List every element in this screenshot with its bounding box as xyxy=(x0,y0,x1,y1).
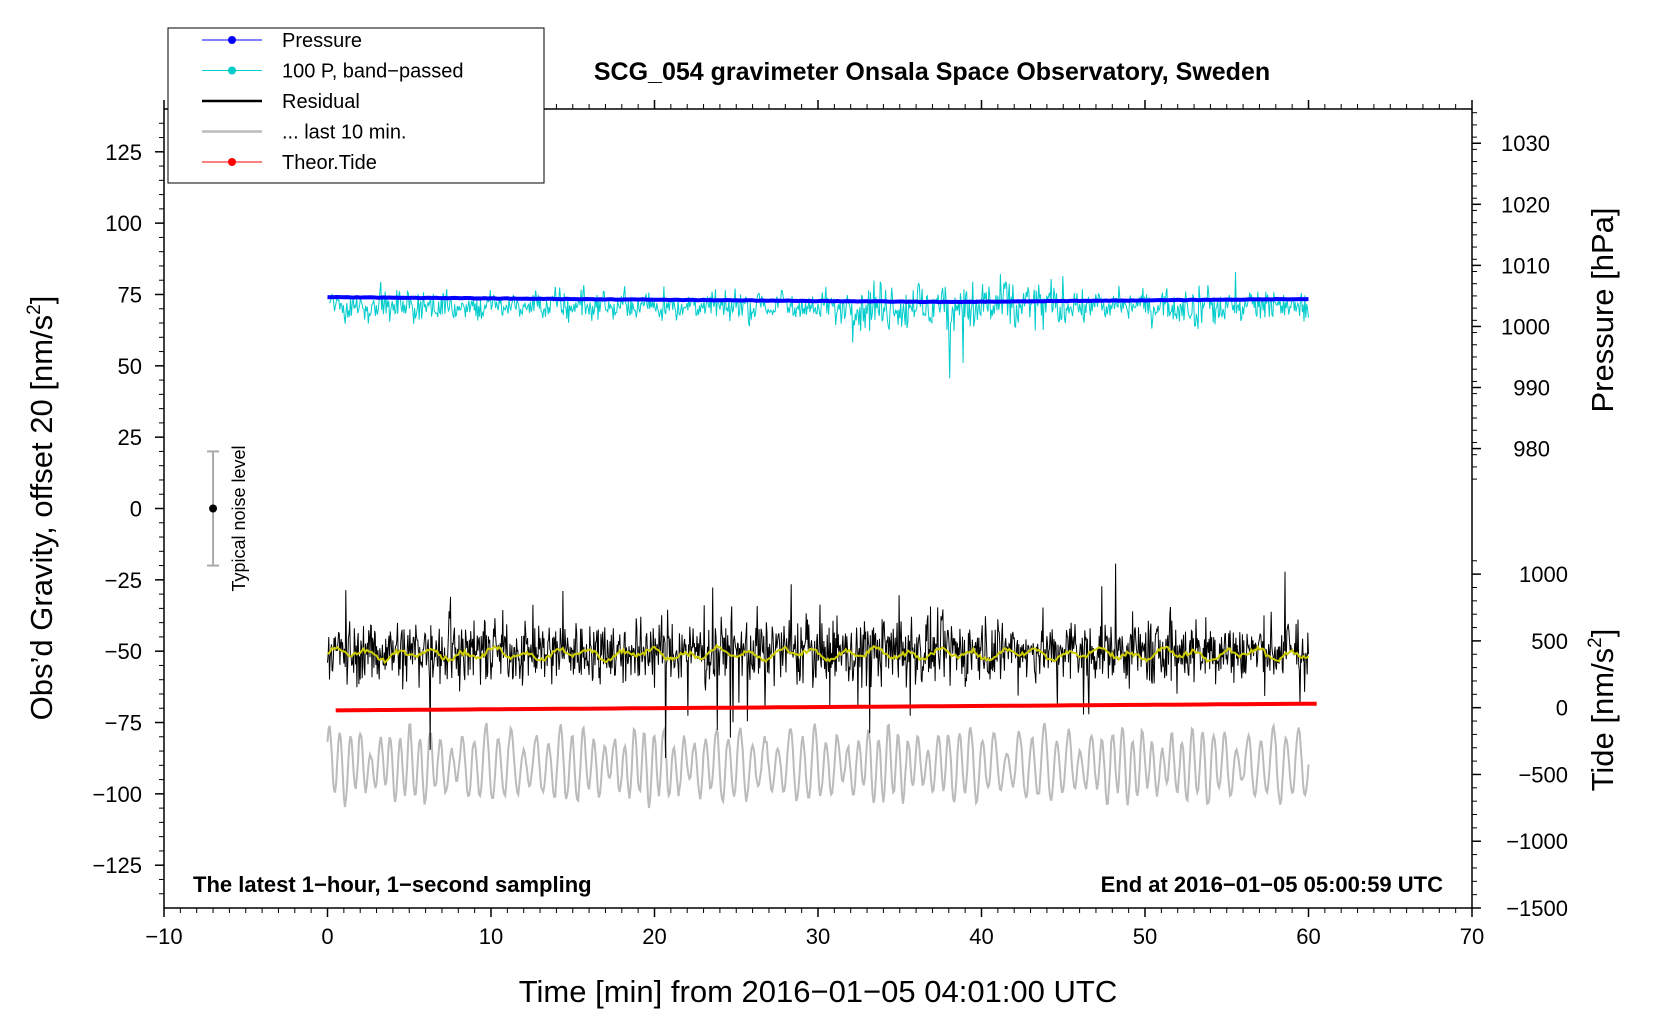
y-left-tick-label: 50 xyxy=(118,354,142,379)
x-tick-label: 0 xyxy=(321,924,333,949)
series-band-passed xyxy=(328,271,1309,379)
legend-swatch-marker xyxy=(228,36,236,44)
tide-tick-label: −1000 xyxy=(1506,829,1568,854)
tide-tick-label: 1000 xyxy=(1519,562,1568,587)
plot-area xyxy=(163,108,1473,909)
pressure-tick-label: 1030 xyxy=(1501,131,1550,156)
annotation-right: End at 2016−01−05 05:00:59 UTC xyxy=(1101,872,1444,897)
legend-box xyxy=(167,27,545,184)
y-left-tick-label: −25 xyxy=(105,568,142,593)
series-last-10-min xyxy=(326,722,1310,809)
legend-label: 100 P, band−passed xyxy=(282,61,463,83)
legend-label: Theor.Tide xyxy=(282,152,377,174)
pressure-tick-label: 980 xyxy=(1513,437,1550,462)
y-left-tick-label: −50 xyxy=(105,639,142,664)
legend-item-residual: Residual xyxy=(202,91,360,113)
y-left-axis-label-sup: 2 xyxy=(24,304,45,315)
pressure-tick-label: 1000 xyxy=(1501,314,1550,339)
y-left-tick-label: 100 xyxy=(105,211,142,236)
tide-tick-label: 500 xyxy=(1531,629,1568,654)
annotation-left: The latest 1−hour, 1−second sampling xyxy=(193,872,592,897)
noise-bar-dot xyxy=(209,504,218,513)
tide-axis-label-main: Tide [nm/s xyxy=(1585,648,1620,792)
x-tick-label: 50 xyxy=(1133,924,1157,949)
tide-axis-ticks: 1000 500 0 −500 −1000 −1500 xyxy=(1472,560,1568,921)
y-left-tick-label: −100 xyxy=(92,782,142,807)
x-tick-label: −10 xyxy=(145,924,182,949)
legend: Pressure 100 P, band−passed Residual ... la… xyxy=(167,27,545,184)
noise-bar-label: Typical noise level xyxy=(229,445,249,591)
legend-item-pressure: Pressure xyxy=(202,30,362,52)
series-layer xyxy=(326,271,1317,809)
x-axis-label: Time [min] from 2016−01−05 04:01:00 UTC xyxy=(519,974,1118,1009)
tide-axis-label-sup: 2 xyxy=(1585,637,1606,648)
legend-item-theor-tide: Theor.Tide xyxy=(202,152,377,174)
y-left-tick-label: 25 xyxy=(118,425,142,450)
legend-label: ... last 10 min. xyxy=(282,122,407,144)
pressure-axis-ticks: 1030 1020 1010 1000 990 980 xyxy=(1472,112,1550,480)
chart-title: SCG_054 gravimeter Onsala Space Observat… xyxy=(594,58,1270,86)
tide-axis-label-close: ] xyxy=(1585,629,1620,638)
y-left-axis-label-main: Obs’d Gravity, offset 20 [nm/s xyxy=(24,315,59,720)
tide-tick-label: −500 xyxy=(1518,762,1568,787)
y-left-axis-label-close: ] xyxy=(24,296,59,305)
tide-tick-label: 0 xyxy=(1556,696,1568,721)
x-axis-ticks: −10 0 10 20 30 40 50 60 70 xyxy=(145,100,1484,949)
x-tick-label: 20 xyxy=(642,924,666,949)
pressure-axis-label: Pressure [hPa] xyxy=(1585,207,1620,412)
series-theoretical-tide xyxy=(335,701,1317,713)
x-tick-label: 10 xyxy=(479,924,503,949)
tide-tick-label: −1500 xyxy=(1506,896,1568,921)
y-left-tick-label: 75 xyxy=(118,282,142,307)
y-left-axis-label: Obs’d Gravity, offset 20 [nm/s2] xyxy=(24,296,59,721)
series-smoothed-residual xyxy=(326,643,1310,665)
y-left-tick-label: −75 xyxy=(105,711,142,736)
tide-axis-label: Tide [nm/s2] xyxy=(1585,629,1620,792)
y-left-axis-ticks: 125 100 75 50 25 0 −25 −50 −75 −100 −125 xyxy=(92,122,164,895)
y-left-tick-label: −125 xyxy=(92,853,142,878)
pressure-tick-label: 1020 xyxy=(1501,192,1550,217)
legend-label: Pressure xyxy=(282,30,362,52)
y-left-tick-label: 125 xyxy=(105,140,142,165)
pressure-tick-label: 1010 xyxy=(1501,253,1550,278)
x-tick-label: 40 xyxy=(969,924,993,949)
noise-level-indicator: Typical noise level xyxy=(207,445,249,592)
legend-swatch-marker xyxy=(228,158,236,166)
x-tick-label: 30 xyxy=(806,924,830,949)
series-pressure xyxy=(327,294,1309,305)
legend-item-100-p-band-passed: 100 P, band−passed xyxy=(202,61,463,83)
legend-label: Residual xyxy=(282,91,360,113)
pressure-tick-label: 990 xyxy=(1513,376,1550,401)
legend-item-last-10-min: ... last 10 min. xyxy=(202,122,407,144)
x-tick-label: 70 xyxy=(1460,924,1484,949)
legend-items: Pressure 100 P, band−passed Residual ... la… xyxy=(202,30,463,174)
x-tick-label: 60 xyxy=(1296,924,1320,949)
y-left-tick-label: 0 xyxy=(130,497,142,522)
legend-swatch-marker xyxy=(228,66,236,75)
